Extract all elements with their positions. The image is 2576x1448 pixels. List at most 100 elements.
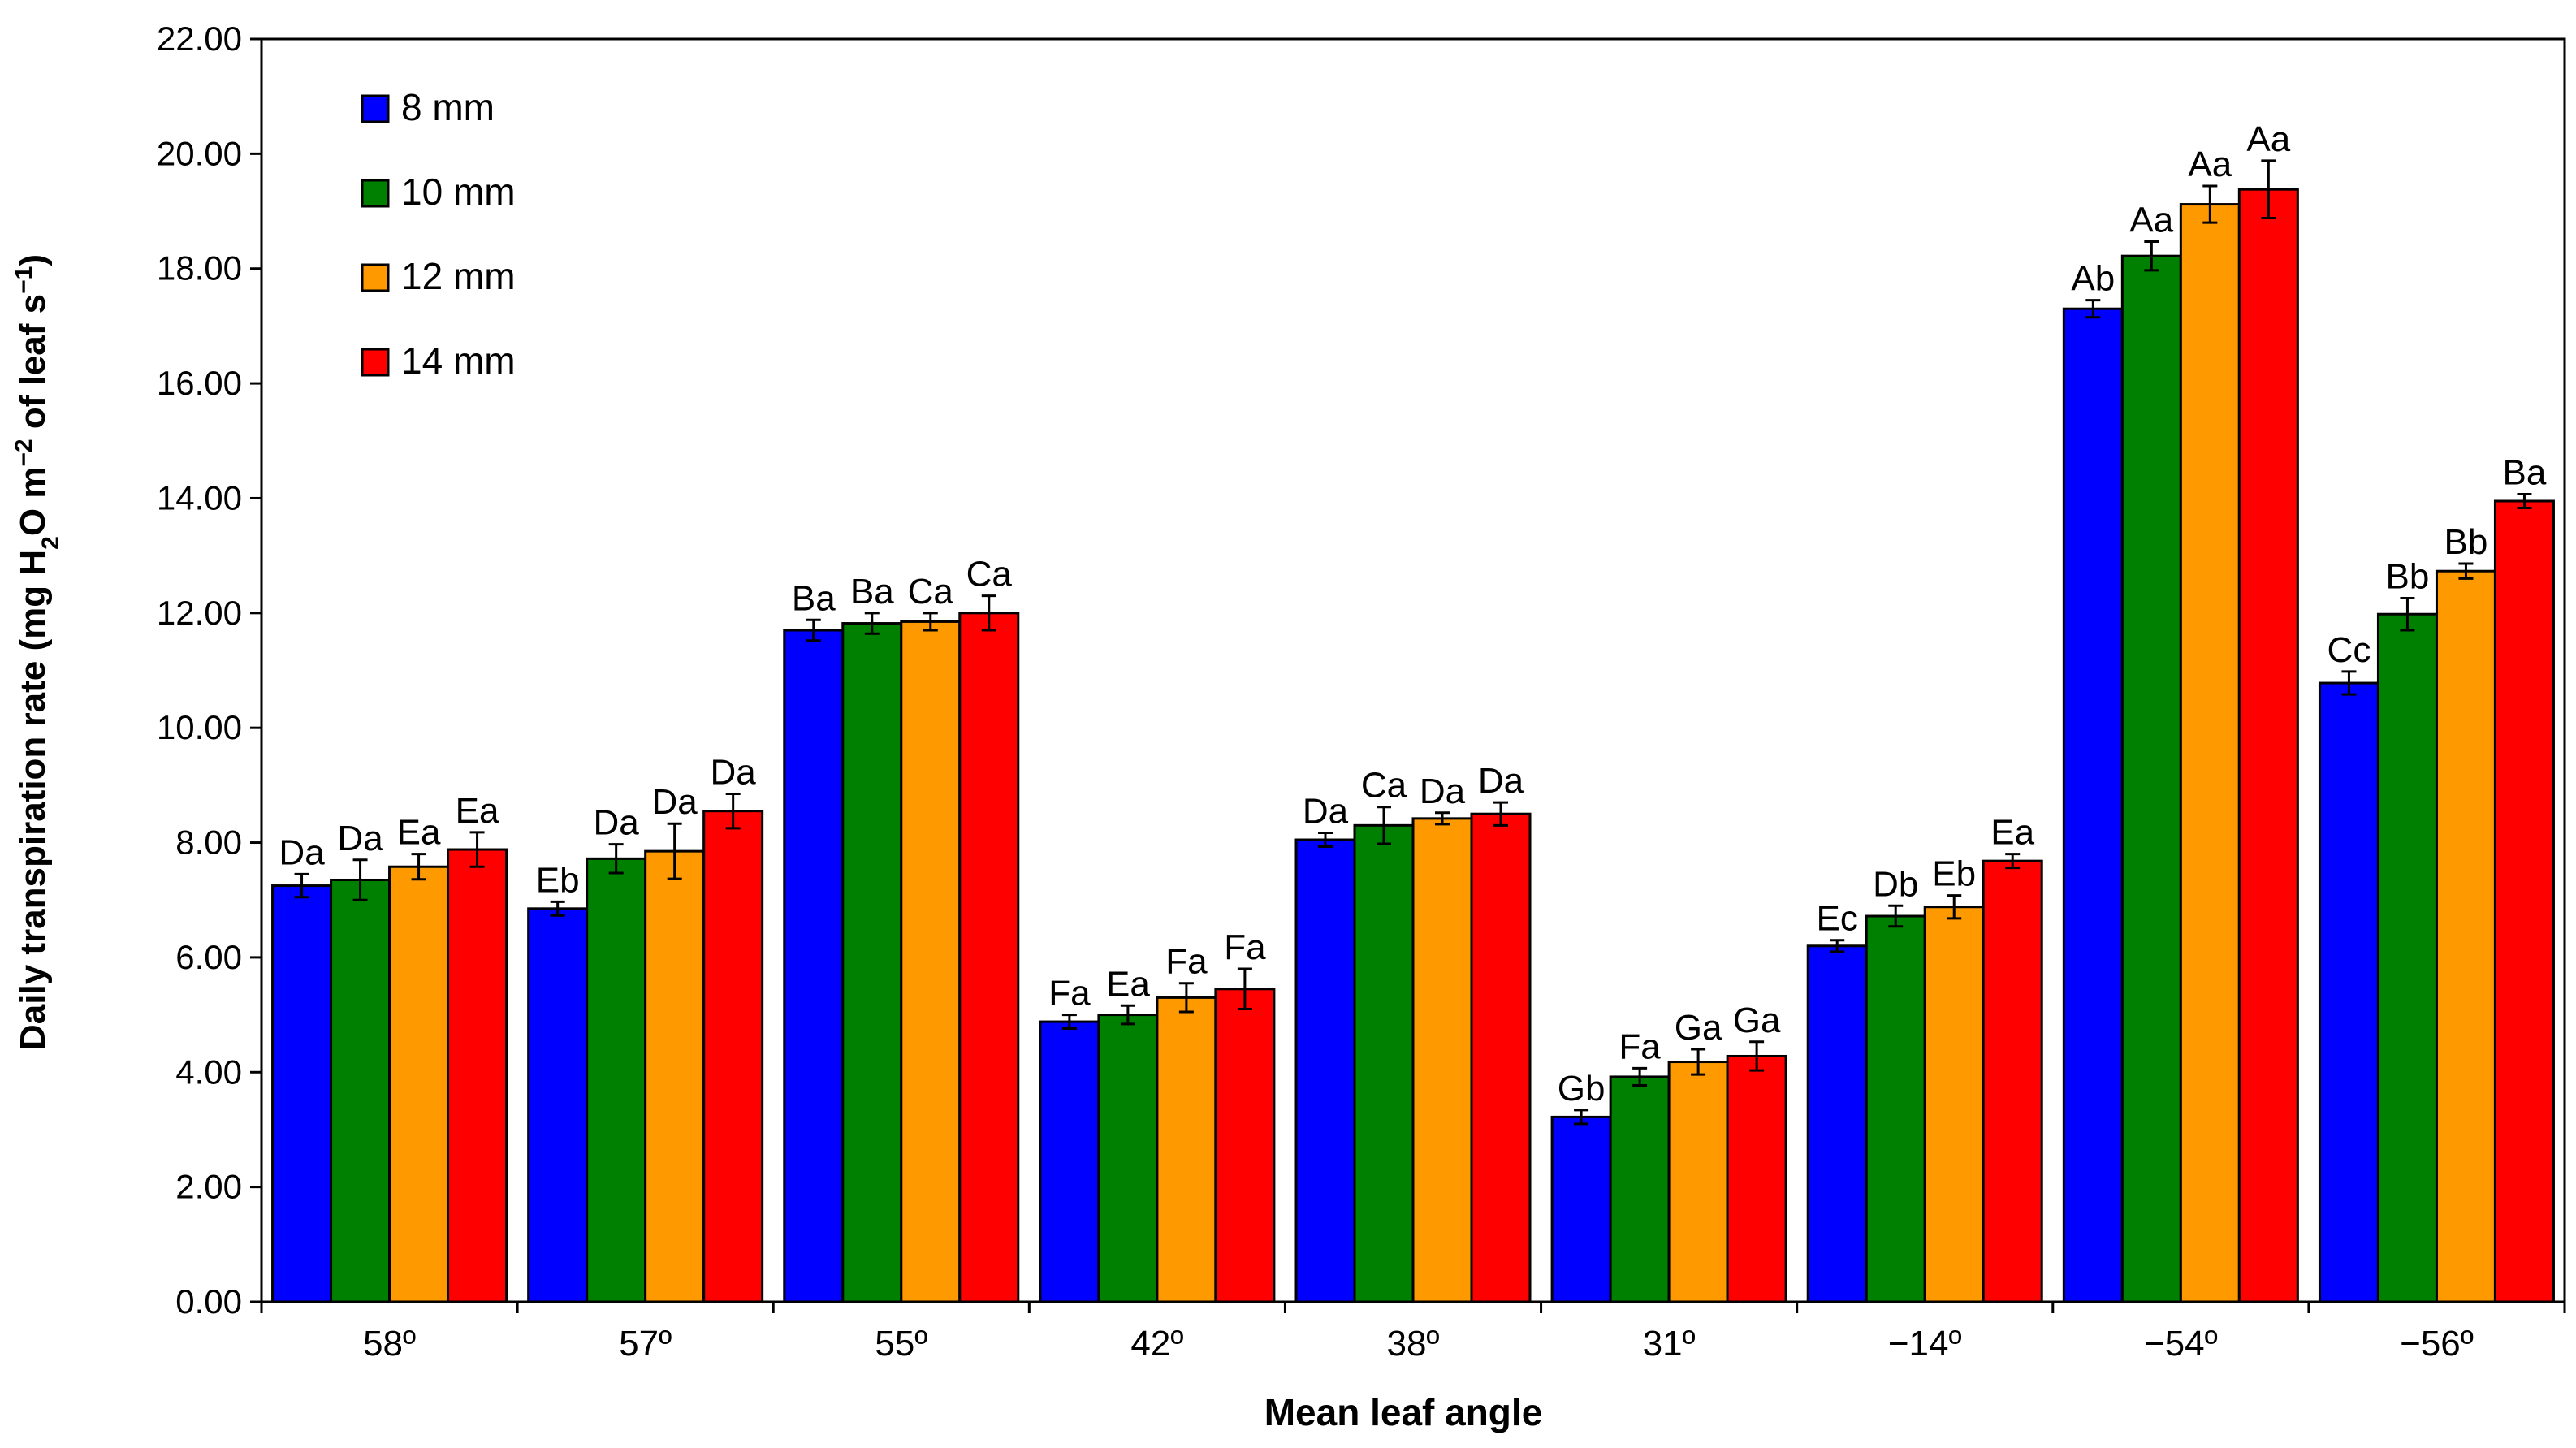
data-label: Aa <box>2188 145 2232 184</box>
bar <box>1039 1020 1100 1303</box>
bar <box>2493 499 2555 1303</box>
legend-swatch <box>361 179 390 208</box>
legend-label: 14 mm <box>401 339 516 382</box>
bar <box>900 620 962 1303</box>
bar <box>1294 838 1356 1303</box>
data-label: Da <box>652 782 698 822</box>
legend: 8 mm 10 mm 12 mm 14 mm <box>361 86 516 382</box>
data-label: Ba <box>2503 453 2547 493</box>
y-tick-label: 8.00 <box>175 823 242 862</box>
bar <box>2062 307 2124 1303</box>
data-label: Fa <box>1619 1027 1661 1066</box>
data-label: Ea <box>397 813 441 853</box>
data-label: Cc <box>2327 630 2371 670</box>
data-label: Gb <box>1558 1069 1606 1109</box>
bar <box>1982 859 2043 1303</box>
x-axis-title: Mean leaf angle <box>1264 1391 1543 1433</box>
bar <box>2179 203 2241 1303</box>
data-label: Ab <box>2071 259 2115 299</box>
data-label: Bb <box>2444 522 2488 562</box>
bar <box>1923 906 1985 1303</box>
data-label: Aa <box>2246 119 2290 159</box>
data-label: Fa <box>1165 942 1208 982</box>
data-label: Ba <box>850 572 894 612</box>
bar <box>330 878 391 1303</box>
legend-label: 8 mm <box>401 86 495 128</box>
bar <box>644 849 706 1303</box>
x-tick-label: −54º <box>2144 1324 2218 1364</box>
legend-label: 10 mm <box>401 171 516 213</box>
bar <box>1353 823 1415 1303</box>
bar <box>1806 944 1868 1303</box>
data-label: Fa <box>1224 927 1266 967</box>
y-axis-title-sup1: −2 <box>11 439 37 466</box>
bar <box>1865 914 1926 1303</box>
bar <box>2120 254 2182 1303</box>
y-axis-title: Daily transpiration rate (mg H2O m−2 of … <box>11 254 64 1050</box>
y-axis-title-sup2: −1 <box>11 266 37 294</box>
y-tick-label: 6.00 <box>175 938 242 976</box>
data-label: Ea <box>456 791 499 831</box>
data-label: Bb <box>2386 556 2430 596</box>
legend-swatch <box>361 348 390 377</box>
y-tick-label: 20.00 <box>157 134 242 172</box>
bar <box>2376 612 2438 1303</box>
x-tick-label: 38º <box>1386 1324 1439 1364</box>
y-axis-title-prefix: Daily transpiration rate (mg H <box>13 550 53 1050</box>
bar <box>388 865 450 1303</box>
data-label: Ec <box>1817 899 1858 939</box>
y-axis: 0.00 2.00 4.00 6.00 8.00 10.00 12.00 14.00 16.00… <box>157 19 261 1320</box>
bar <box>447 848 508 1303</box>
bar <box>1609 1075 1671 1303</box>
y-tick-label: 0.00 <box>175 1282 242 1320</box>
x-tick-label: 42º <box>1130 1324 1183 1364</box>
bar <box>586 857 647 1303</box>
data-label: Db <box>1873 864 1918 904</box>
bar <box>1156 996 1217 1303</box>
data-label: Fa <box>1048 974 1091 1014</box>
data-label: Ca <box>908 572 954 612</box>
bar <box>841 622 903 1303</box>
data-label: Ca <box>1361 766 1407 806</box>
y-axis-title-suffix: ) <box>13 254 53 266</box>
legend-swatch <box>361 94 390 123</box>
y-tick-label: 18.00 <box>157 249 242 287</box>
data-label: Eb <box>1932 854 1976 894</box>
data-label: Ea <box>1106 964 1150 1004</box>
data-label: Ga <box>1733 1001 1781 1040</box>
data-label: Da <box>337 819 383 858</box>
bar <box>1097 1014 1159 1303</box>
bar <box>1550 1115 1612 1303</box>
bar <box>1214 988 1276 1303</box>
data-label: Da <box>711 752 757 792</box>
y-tick-label: 14.00 <box>157 478 242 517</box>
bar <box>958 612 1020 1303</box>
data-label: Da <box>1478 761 1524 801</box>
x-tick-label: 57º <box>619 1324 672 1364</box>
y-axis-title-mid2: of leaf s <box>13 294 53 439</box>
data-label: Da <box>279 832 325 872</box>
bar <box>1726 1054 1787 1303</box>
y-tick-label: 12.00 <box>157 594 242 632</box>
y-tick-label: 10.00 <box>157 708 242 746</box>
x-tick-label: 55º <box>875 1324 927 1364</box>
bar <box>1470 812 1532 1303</box>
data-label: Ba <box>792 578 836 618</box>
bar <box>702 810 764 1303</box>
bar <box>783 629 845 1303</box>
data-label: Da <box>1420 772 1466 811</box>
data-label: Aa <box>2129 201 2173 240</box>
legend-swatch <box>361 263 390 292</box>
bar <box>271 884 333 1303</box>
y-tick-label: 16.00 <box>157 364 242 402</box>
bar <box>2435 569 2496 1303</box>
x-tick-label: 31º <box>1643 1324 1696 1364</box>
bar <box>1667 1061 1729 1303</box>
data-label: Da <box>594 803 640 843</box>
data-label: Da <box>1303 792 1349 832</box>
y-axis-title-sub: 2 <box>37 536 64 550</box>
data-label: Ea <box>1990 813 2034 853</box>
y-tick-label: 4.00 <box>175 1053 242 1091</box>
x-axis: 58º 57º 55º 42º 38º 31º −14º −54º −56º <box>260 1302 2566 1364</box>
